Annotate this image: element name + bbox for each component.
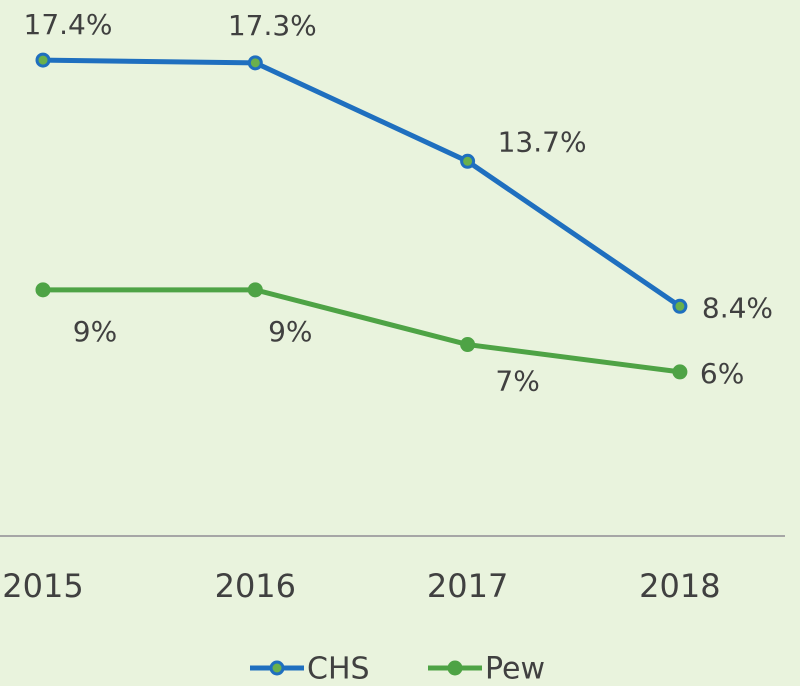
x-tick-label: 2017 bbox=[427, 567, 508, 605]
data-label: 17.3% bbox=[228, 9, 317, 42]
data-label: 13.7% bbox=[498, 125, 587, 158]
legend-label: CHS bbox=[307, 652, 370, 686]
marker bbox=[35, 282, 51, 298]
legend-label: Pew bbox=[485, 652, 545, 686]
data-label: 6% bbox=[700, 357, 744, 390]
marker bbox=[247, 282, 263, 298]
marker bbox=[460, 337, 476, 353]
series-line bbox=[43, 287, 681, 375]
legend-marker bbox=[269, 660, 285, 676]
data-label: 7% bbox=[495, 365, 539, 398]
data-label: 8.4% bbox=[702, 291, 773, 324]
data-label: 9% bbox=[73, 315, 117, 348]
data-label: 17.4% bbox=[24, 8, 113, 41]
legend-marker bbox=[447, 660, 463, 676]
marker bbox=[35, 52, 51, 68]
marker bbox=[672, 364, 688, 380]
series-line bbox=[42, 57, 682, 309]
marker bbox=[672, 298, 688, 314]
x-tick-label: 2016 bbox=[215, 567, 296, 605]
marker bbox=[460, 153, 476, 169]
x-tick-label: 2015 bbox=[2, 567, 83, 605]
data-label: 9% bbox=[268, 315, 312, 348]
x-tick-label: 2018 bbox=[639, 567, 720, 605]
marker bbox=[247, 55, 263, 71]
